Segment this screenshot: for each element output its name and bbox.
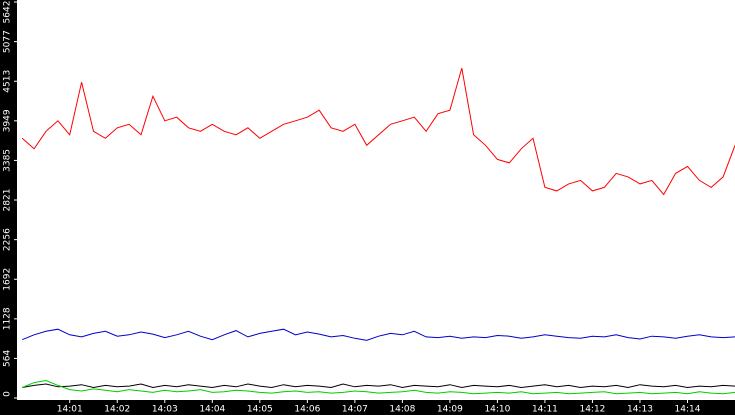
- x-tick-label: 14:12: [579, 405, 605, 415]
- y-tick-label: 0: [3, 391, 13, 397]
- x-tick-label: 14:04: [199, 405, 225, 415]
- x-tick-label: 14:05: [247, 405, 273, 415]
- y-tick-label: 1128: [3, 307, 13, 330]
- x-tick-label: 14:06: [294, 405, 320, 415]
- y-tick-label: 3385: [3, 149, 13, 172]
- y-tick-label: 5077: [3, 30, 13, 53]
- series-line: [22, 379, 735, 395]
- x-tick-label: 14:08: [389, 405, 415, 415]
- x-tick-label: 14:03: [152, 405, 178, 415]
- series-line: [21, 67, 735, 196]
- series-line: [22, 383, 735, 389]
- y-tick-label: 564: [3, 350, 13, 367]
- plot-area: [17, 0, 735, 400]
- y-tick-label: 2821: [3, 189, 13, 212]
- y-tick-label: 4513: [3, 70, 13, 93]
- y-tick-label: 1692: [3, 268, 13, 291]
- y-tick-label: 2256: [3, 228, 13, 251]
- x-tick-label: 14:11: [532, 405, 558, 415]
- y-tick-label: 5642: [3, 1, 13, 24]
- x-tick-label: 14:13: [627, 405, 653, 415]
- x-tick-label: 14:07: [342, 405, 368, 415]
- series-line: [22, 328, 735, 341]
- x-tick-label: 14:01: [57, 405, 83, 415]
- y-tick-label: 3949: [3, 109, 13, 132]
- x-tick-label: 14:10: [484, 405, 510, 415]
- x-tick-label: 14:02: [104, 405, 130, 415]
- x-tick-label: 14:14: [675, 405, 701, 415]
- x-tick-label: 14:09: [437, 405, 463, 415]
